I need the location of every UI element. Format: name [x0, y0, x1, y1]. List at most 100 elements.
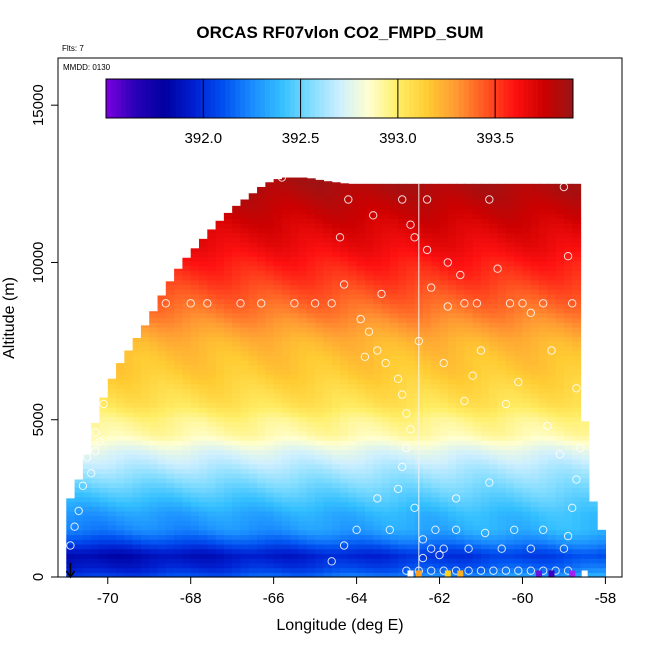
heat-cell [514, 416, 524, 422]
heat-cell [323, 298, 333, 304]
heat-cell [174, 402, 184, 408]
heat-cell [174, 364, 184, 370]
heat-cell [331, 256, 341, 262]
heat-cell [149, 520, 159, 526]
heat-cell [497, 208, 507, 215]
heat-cell [439, 397, 449, 404]
heat-cell [348, 463, 358, 470]
heat-cell [389, 208, 399, 215]
heat-cell [497, 520, 507, 526]
heat-cell [389, 260, 399, 267]
heat-cell [273, 487, 283, 493]
heat-cell [207, 331, 217, 337]
heat-cell [298, 515, 308, 521]
heat-cell [522, 364, 532, 370]
heat-cell [547, 411, 557, 418]
heat-cell [281, 430, 291, 437]
heat-cell [505, 430, 515, 437]
heat-cell [481, 355, 490, 361]
heat-cell [290, 279, 300, 286]
heat-cell [331, 312, 341, 319]
heat-cell [456, 562, 466, 569]
heat-cell [315, 279, 325, 286]
heat-cell [489, 208, 499, 215]
heat-cell [514, 359, 524, 366]
heat-cell [348, 383, 358, 389]
heat-cell [315, 190, 325, 196]
heat-cell [140, 435, 150, 441]
heat-cell [207, 246, 217, 253]
heat-cell [165, 539, 175, 545]
heat-cell [315, 237, 325, 243]
heat-cell [381, 265, 391, 271]
heat-cell [489, 506, 499, 512]
heat-cell [422, 435, 432, 441]
heat-cell [481, 204, 490, 210]
heat-cell [447, 298, 457, 304]
heat-cell [481, 208, 490, 215]
heat-cell [447, 482, 457, 488]
heat-cell [398, 303, 407, 309]
heat-cell [398, 270, 407, 276]
heat-cell [315, 463, 325, 470]
heat-cell [431, 251, 441, 257]
heat-cell [199, 312, 208, 319]
heat-cell [505, 383, 515, 389]
heat-cell [331, 468, 341, 474]
heat-cell [563, 208, 573, 215]
heat-cell [298, 208, 308, 215]
heat-cell [157, 402, 167, 408]
heat-cell [580, 515, 590, 521]
heat-cell [563, 303, 573, 309]
heat-cell [248, 426, 258, 432]
heat-cell [530, 350, 540, 356]
heat-cell [273, 179, 283, 182]
heat-cell [431, 515, 441, 521]
heat-cell [563, 350, 573, 356]
heat-cell [232, 482, 242, 488]
heat-cell [290, 416, 300, 422]
sample-point [335, 233, 345, 242]
heat-cell [398, 515, 407, 521]
heat-cell [547, 350, 557, 356]
heat-cell [348, 183, 358, 186]
heat-cell [91, 515, 101, 521]
heat-cell [439, 289, 449, 295]
heat-cell [398, 454, 407, 460]
heat-cell [489, 543, 499, 550]
heat-cell [132, 477, 142, 484]
heat-cell [232, 218, 242, 224]
heat-cell [530, 553, 540, 559]
heat-cell [406, 435, 416, 441]
heat-cell [580, 473, 590, 479]
sample-point [468, 371, 477, 380]
heat-cell [323, 204, 333, 210]
heat-cell [265, 506, 275, 512]
heat-cell [348, 289, 358, 295]
heat-cell [439, 534, 449, 540]
heat-cell [472, 289, 482, 295]
heat-cell [464, 506, 474, 512]
heat-cell [290, 232, 300, 238]
heat-cell [373, 183, 383, 186]
heat-cell [472, 444, 482, 451]
heat-cell [199, 449, 208, 455]
heat-cell [447, 411, 457, 418]
heat-cell [547, 355, 557, 361]
heat-cell [182, 506, 192, 512]
heat-cell [99, 553, 109, 559]
heat-cell [140, 562, 150, 569]
heat-cell [315, 317, 325, 323]
heat-cell [497, 562, 507, 569]
heat-cell [124, 397, 134, 404]
heat-cell [406, 378, 416, 385]
heat-cell [281, 322, 291, 328]
heat-cell [273, 251, 283, 257]
heat-cell [456, 553, 466, 559]
heat-cell [530, 312, 540, 319]
heat-cell [547, 430, 557, 437]
heat-cell [364, 303, 374, 309]
heat-cell [406, 251, 416, 257]
heat-cell [107, 477, 117, 484]
heat-cell [464, 355, 474, 361]
